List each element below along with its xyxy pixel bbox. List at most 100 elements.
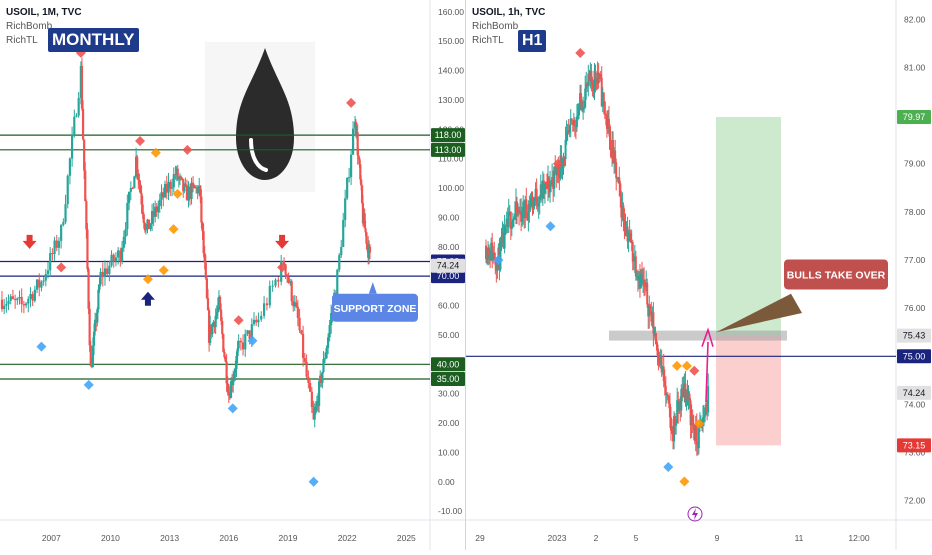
x-tick-label: 9 (715, 533, 720, 543)
candle (533, 198, 536, 201)
x-tick-label: 11 (795, 533, 804, 543)
candle (60, 224, 63, 241)
candle (138, 179, 141, 185)
event-icon-ring[interactable] (687, 506, 703, 522)
candle (686, 390, 689, 401)
candle (257, 319, 260, 323)
candle (707, 386, 710, 413)
candle (628, 232, 631, 238)
candle (512, 218, 515, 220)
candle (169, 181, 172, 189)
profit-zone[interactable] (716, 117, 781, 336)
monthly-legend: USOIL, 1M, TVC RichBomb RichTL (6, 6, 82, 48)
candle (165, 183, 168, 193)
monthly-indicator-2[interactable]: RichTL (6, 35, 38, 46)
candle (321, 372, 324, 384)
candle (174, 174, 177, 176)
x-tick-label: 5 (634, 533, 639, 543)
candle (187, 186, 190, 201)
candle (328, 325, 331, 338)
candle (494, 260, 497, 265)
candle (86, 229, 89, 270)
monthly-symbol[interactable]: USOIL, 1M, TVC (6, 7, 82, 18)
candle (307, 376, 310, 383)
candle (523, 201, 526, 218)
candle (177, 178, 180, 180)
candle (226, 383, 229, 393)
candle (664, 385, 667, 396)
loss-zone[interactable] (716, 335, 781, 446)
price-label: 79.97 (903, 112, 926, 122)
candle (44, 274, 47, 281)
candle (544, 181, 547, 184)
candle (139, 184, 142, 194)
candle (659, 355, 662, 365)
y-tick-label: 10.00 (438, 447, 460, 457)
candle (658, 362, 661, 365)
candle (150, 211, 154, 224)
hourly-chart-pane[interactable]: 82.0081.0080.0079.0078.0077.0076.0075.00… (466, 0, 932, 550)
candle (284, 264, 287, 275)
signal-diamond-marker (575, 47, 586, 58)
price-label-bg (897, 110, 931, 124)
price-level-label-bg (431, 142, 465, 157)
candle (24, 303, 28, 306)
hourly-symbol[interactable]: USOIL, 1h, TVC (472, 7, 546, 18)
candle (326, 337, 330, 349)
candle (85, 201, 88, 230)
candle (131, 188, 134, 190)
price-label-bg (897, 328, 931, 343)
lightning-icon[interactable] (692, 508, 698, 520)
price-label: 75.43 (903, 331, 926, 341)
candle (635, 275, 638, 277)
candle (211, 324, 214, 335)
signal-diamond-marker (83, 379, 94, 390)
candle (229, 381, 233, 398)
candle (519, 211, 522, 213)
y-tick-label: 78.00 (904, 207, 926, 217)
candle (681, 388, 684, 390)
candle (566, 130, 569, 133)
candle (575, 116, 578, 128)
candle (631, 242, 634, 262)
candle (593, 70, 596, 90)
hourly-indicator-2[interactable]: RichTL (472, 35, 504, 46)
y-tick-label: 160.00 (438, 7, 464, 17)
monthly-chart[interactable]: 160.00150.00140.00130.00120.00110.00100.… (0, 0, 465, 550)
candle (27, 299, 30, 304)
candle (360, 179, 363, 186)
candle (604, 114, 607, 117)
candle (300, 330, 303, 334)
resistance-zone (609, 330, 787, 341)
bullish-arrow-line (705, 341, 709, 403)
candle (672, 428, 675, 442)
hourly-chart[interactable]: 82.0081.0080.0079.0078.0077.0076.0075.00… (466, 0, 932, 550)
candle (136, 156, 139, 174)
candle (697, 426, 700, 449)
candle (542, 180, 545, 194)
candle (595, 79, 598, 84)
candle (31, 294, 34, 301)
candle (543, 183, 546, 194)
candle (295, 302, 298, 307)
candle (7, 300, 10, 305)
candle (553, 166, 556, 189)
candle (594, 70, 597, 80)
candle (552, 176, 555, 189)
candle (221, 320, 224, 335)
candle (489, 255, 492, 261)
monthly-indicator-1[interactable]: RichBomb (6, 21, 53, 32)
candle (613, 150, 616, 164)
hourly-indicator-1[interactable]: RichBomb (472, 21, 519, 32)
candle (590, 70, 593, 82)
bulls-callout (784, 259, 888, 290)
candle (220, 309, 223, 321)
candle (666, 394, 669, 397)
pane-divider[interactable] (465, 0, 466, 550)
candle (636, 275, 639, 280)
candle (142, 214, 145, 223)
monthly-chart-pane[interactable]: 160.00150.00140.00130.00120.00110.00100.… (0, 0, 465, 550)
candle (530, 198, 533, 204)
candle (536, 204, 539, 207)
candle (224, 357, 227, 362)
